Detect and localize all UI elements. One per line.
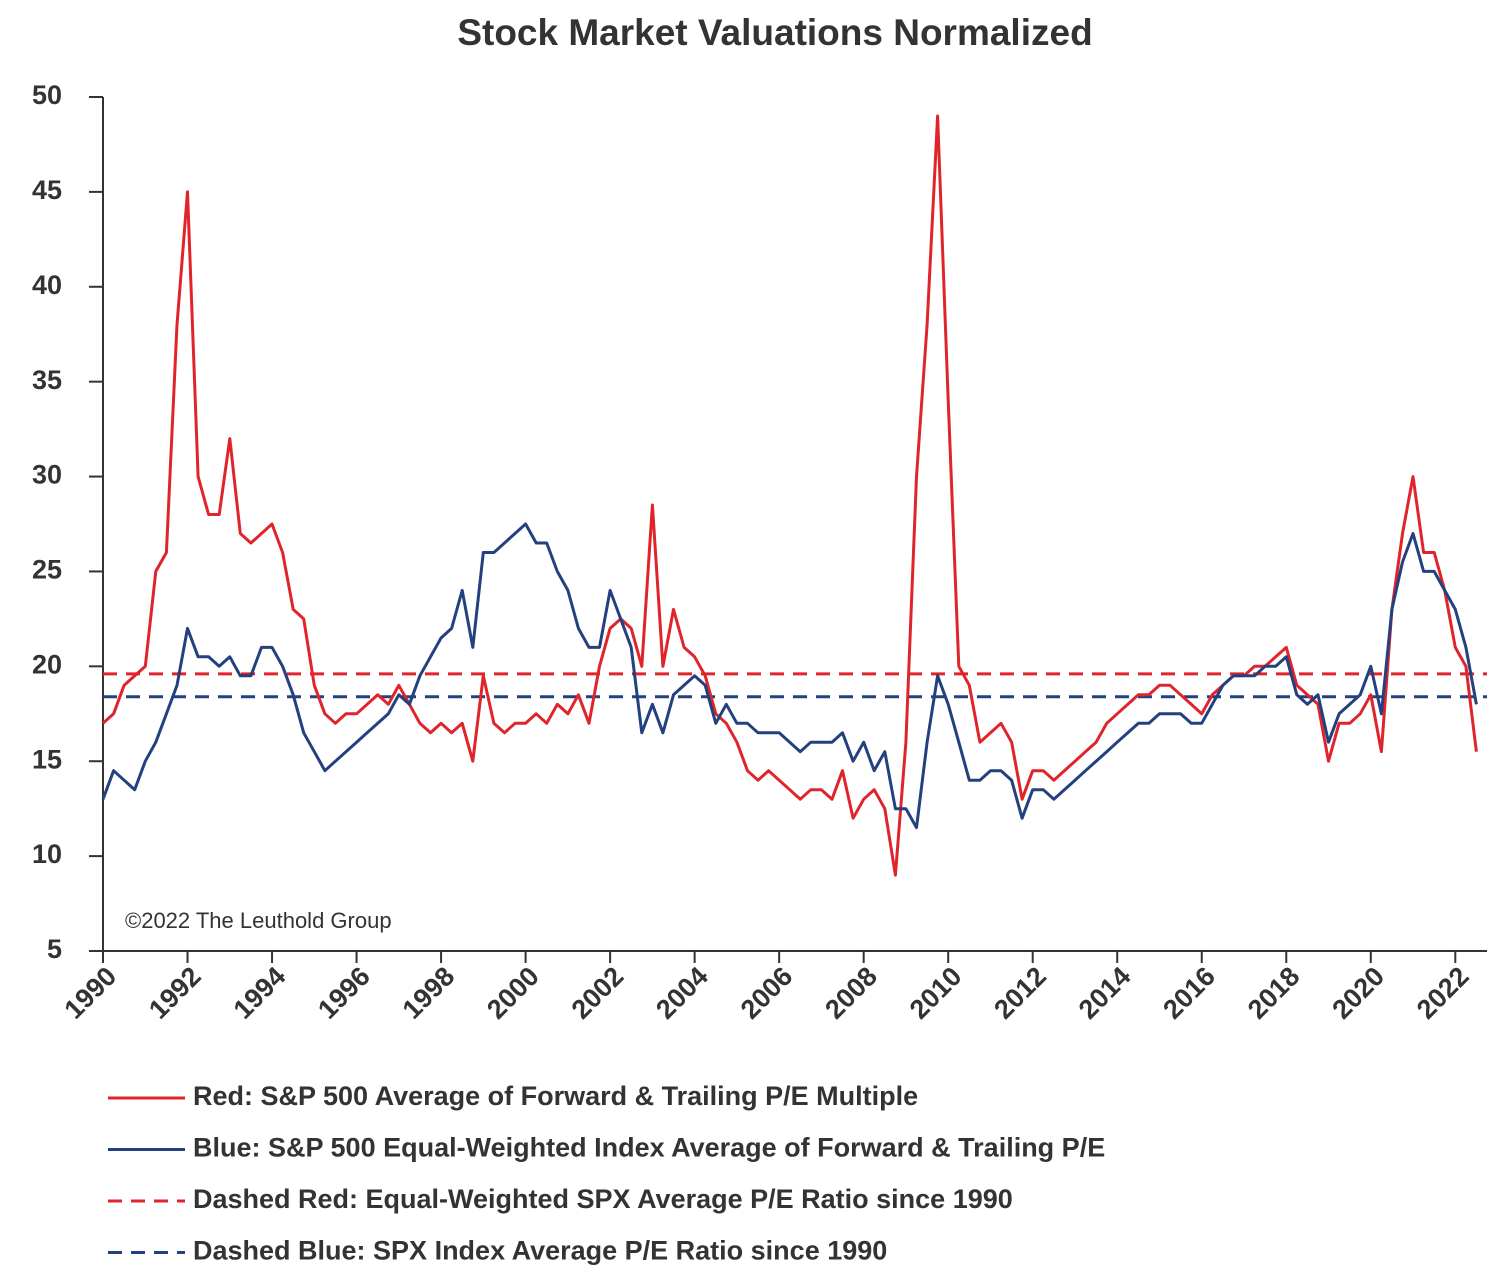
x-tick-label: 2022 — [1411, 961, 1475, 1025]
x-tick-label: 2006 — [735, 961, 799, 1025]
x-tick-label: 1996 — [312, 961, 376, 1025]
x-tick-label: 1992 — [143, 961, 207, 1025]
annotation: ©2022 The Leuthold Group — [125, 908, 392, 933]
x-tick-label: 1998 — [397, 961, 461, 1025]
y-tick-label: 35 — [32, 365, 62, 395]
series-line — [101, 522, 1478, 830]
y-tick-label: 40 — [32, 270, 62, 300]
x-tick-label: 2000 — [481, 961, 545, 1025]
x-tick-label: 1990 — [59, 961, 123, 1025]
y-tick-label: 30 — [32, 460, 62, 490]
y-tick-label: 15 — [32, 744, 62, 774]
x-tick-label: 1994 — [228, 961, 292, 1025]
x-tick-label: 2004 — [650, 961, 714, 1025]
y-tick-label: 20 — [32, 649, 62, 679]
x-tick-label: 2018 — [1242, 961, 1306, 1025]
y-tick-label: 5 — [47, 934, 62, 964]
chart-title: Stock Market Valuations Normalized — [457, 12, 1092, 53]
series-line — [101, 114, 1478, 877]
x-tick-label: 2008 — [819, 961, 883, 1025]
y-tick-label: 25 — [32, 555, 62, 585]
x-tick-label: 2020 — [1326, 961, 1390, 1025]
legend-label: Red: S&P 500 Average of Forward & Traili… — [193, 1081, 918, 1111]
y-tick-label: 10 — [32, 839, 62, 869]
y-tick-label: 50 — [32, 80, 62, 110]
x-tick-label: 2012 — [988, 961, 1052, 1025]
x-tick-label: 2014 — [1073, 961, 1137, 1025]
x-tick-label: 2002 — [566, 961, 630, 1025]
x-tick-label: 2010 — [904, 961, 968, 1025]
legend-label: Dashed Red: Equal-Weighted SPX Average P… — [193, 1184, 1013, 1214]
legend-label: Dashed Blue: SPX Index Average P/E Ratio… — [193, 1236, 887, 1266]
x-tick-label: 2016 — [1157, 961, 1221, 1025]
legend-label: Blue: S&P 500 Equal-Weighted Index Avera… — [193, 1133, 1105, 1163]
y-tick-label: 45 — [32, 175, 62, 205]
